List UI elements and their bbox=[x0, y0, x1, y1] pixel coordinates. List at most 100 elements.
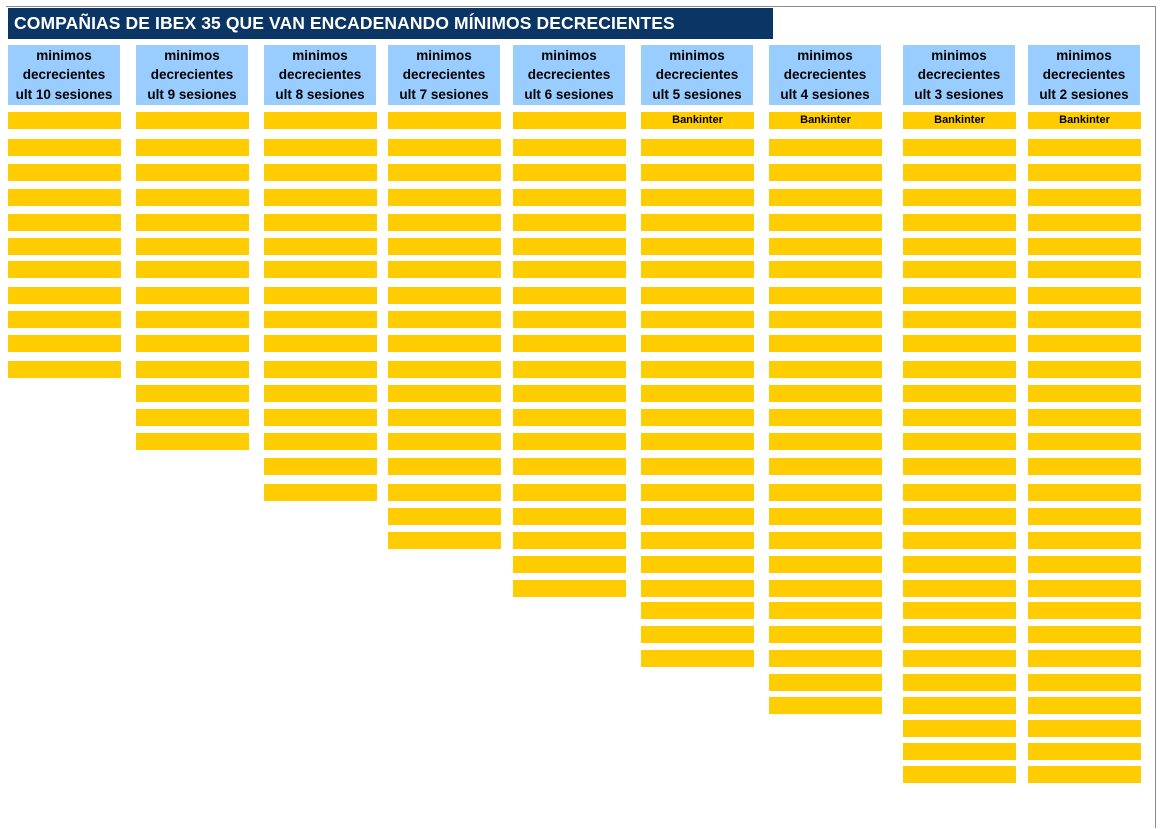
company-cell bbox=[1028, 766, 1141, 783]
company-cell bbox=[513, 164, 626, 181]
company-cell bbox=[513, 139, 626, 156]
company-cell bbox=[513, 238, 626, 255]
column-ult-3-sesiones: minimos decrecientes ult 3 sesiones Bankint… bbox=[903, 0, 1017, 829]
company-cell bbox=[769, 311, 882, 328]
company-cell bbox=[641, 458, 754, 475]
company-cell bbox=[136, 189, 249, 206]
column-header-line: ult 8 sesiones bbox=[275, 86, 365, 102]
company-cell bbox=[641, 311, 754, 328]
company-cell bbox=[8, 164, 121, 181]
company-cell bbox=[903, 743, 1016, 760]
company-cell bbox=[388, 361, 501, 378]
company-cell bbox=[903, 650, 1016, 667]
company-cell bbox=[264, 238, 377, 255]
company-cell bbox=[1028, 287, 1141, 304]
company-cell bbox=[264, 458, 377, 475]
column-header-line: decrecientes bbox=[22, 67, 106, 83]
company-cell bbox=[8, 361, 121, 378]
company-cell bbox=[903, 766, 1016, 783]
column-header-line: minimos bbox=[1056, 47, 1112, 63]
column-header-line: minimos bbox=[797, 47, 853, 63]
company-cell bbox=[8, 311, 121, 328]
company-cell bbox=[903, 580, 1016, 597]
company-cell bbox=[1028, 484, 1141, 501]
company-cell bbox=[769, 650, 882, 667]
company-cell bbox=[903, 238, 1016, 255]
company-cell bbox=[264, 214, 377, 231]
company-cell bbox=[769, 189, 882, 206]
column-header-line: ult 2 sesiones bbox=[1039, 86, 1129, 102]
column-header-line: decrecientes bbox=[783, 67, 867, 83]
company-cell bbox=[8, 189, 121, 206]
company-cell bbox=[136, 361, 249, 378]
company-cell bbox=[388, 385, 501, 402]
company-cell bbox=[903, 697, 1016, 714]
company-cell bbox=[264, 361, 377, 378]
company-cell bbox=[513, 189, 626, 206]
page-title: COMPAÑIAS DE IBEX 35 QUE VAN ENCADENANDO… bbox=[8, 8, 773, 39]
column-header: minimos decrecientes ult 7 sesiones bbox=[388, 45, 500, 105]
column-header: minimos decrecientes ult 4 sesiones bbox=[769, 45, 881, 105]
company-cell bbox=[264, 311, 377, 328]
company-cell bbox=[136, 433, 249, 450]
column-header-line: decrecientes bbox=[402, 67, 486, 83]
company-cell bbox=[769, 580, 882, 597]
company-cell bbox=[641, 508, 754, 525]
company-cell bbox=[136, 139, 249, 156]
company-cell bbox=[769, 626, 882, 643]
company-cell bbox=[264, 287, 377, 304]
company-cell bbox=[1028, 697, 1141, 714]
company-cell bbox=[136, 311, 249, 328]
company-cell bbox=[1028, 556, 1141, 573]
company-cell bbox=[513, 433, 626, 450]
company-cell bbox=[1028, 720, 1141, 737]
company-cell bbox=[769, 458, 882, 475]
company-cell bbox=[903, 458, 1016, 475]
company-cell bbox=[264, 433, 377, 450]
company-cell bbox=[136, 335, 249, 352]
company-cell bbox=[769, 602, 882, 619]
company-cell bbox=[903, 626, 1016, 643]
company-cell bbox=[513, 580, 626, 597]
company-cell bbox=[513, 261, 626, 278]
company-cell bbox=[388, 287, 501, 304]
company-cell bbox=[1028, 311, 1141, 328]
company-cell bbox=[1028, 361, 1141, 378]
company-cell bbox=[1028, 433, 1141, 450]
company-cell-bankinter: Bankinter bbox=[769, 112, 882, 129]
company-cell bbox=[641, 532, 754, 549]
company-cell bbox=[769, 556, 882, 573]
company-cell bbox=[641, 385, 754, 402]
company-cell bbox=[769, 238, 882, 255]
company-cell bbox=[513, 112, 626, 129]
company-cell bbox=[903, 602, 1016, 619]
company-cell bbox=[136, 385, 249, 402]
company-cell bbox=[1028, 409, 1141, 426]
company-cell bbox=[641, 238, 754, 255]
company-cell bbox=[641, 602, 754, 619]
column-ult-5-sesiones: minimos decrecientes ult 5 sesiones Bankint… bbox=[641, 0, 755, 829]
company-cell bbox=[136, 287, 249, 304]
company-cell bbox=[641, 580, 754, 597]
company-cell-bankinter: Bankinter bbox=[641, 112, 754, 129]
company-cell bbox=[388, 433, 501, 450]
company-cell bbox=[388, 238, 501, 255]
company-cell bbox=[1028, 532, 1141, 549]
company-cell bbox=[641, 287, 754, 304]
company-cell-bankinter: Bankinter bbox=[1028, 112, 1141, 129]
column-header-line: minimos bbox=[36, 47, 92, 63]
company-cell bbox=[1028, 602, 1141, 619]
company-cell bbox=[388, 261, 501, 278]
sheet-frame bbox=[6, 6, 1156, 828]
company-cell bbox=[1028, 674, 1141, 691]
company-cell bbox=[388, 112, 501, 129]
company-cell bbox=[903, 508, 1016, 525]
company-cell bbox=[264, 112, 377, 129]
company-cell bbox=[1028, 238, 1141, 255]
company-cell bbox=[1028, 580, 1141, 597]
company-cell bbox=[903, 335, 1016, 352]
company-cell bbox=[8, 261, 121, 278]
column-header-line: decrecientes bbox=[1042, 67, 1126, 83]
company-cell bbox=[513, 458, 626, 475]
company-cell bbox=[8, 214, 121, 231]
